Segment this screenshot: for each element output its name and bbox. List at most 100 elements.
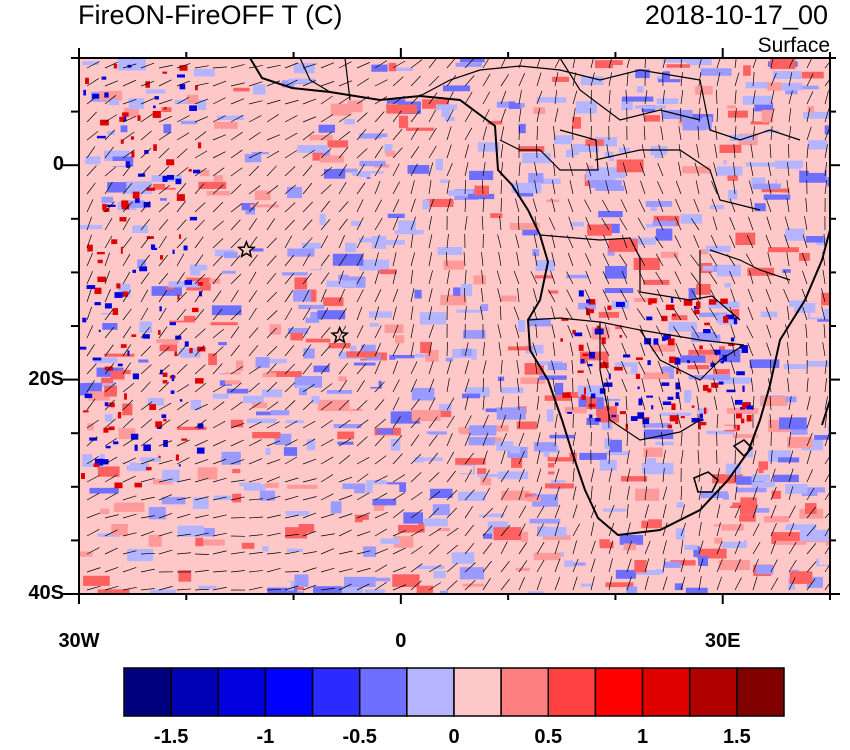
field-speckle [578, 344, 584, 351]
wind-barb [710, 343, 718, 357]
field-patch [373, 503, 386, 511]
wind-barb [212, 290, 222, 303]
wind-barb [320, 438, 334, 447]
field-speckle [588, 403, 596, 408]
wind-barb [532, 198, 538, 213]
field-speckle [113, 64, 118, 69]
wind-barb [497, 288, 502, 303]
field-speckle [733, 317, 738, 325]
wind-barb [752, 486, 758, 501]
colorbar-bin [594, 667, 644, 717]
wind-barb [590, 576, 595, 591]
field-patch [262, 358, 287, 364]
wind-barb [536, 505, 545, 519]
field-patch [642, 422, 671, 428]
wind-barb [320, 81, 335, 87]
field-patch [607, 366, 631, 375]
wind-barb [356, 325, 364, 339]
field-patch [411, 410, 441, 422]
wind-barb [212, 115, 226, 123]
field-patch [448, 190, 473, 196]
wind-barb [122, 438, 135, 447]
wind-barb [410, 342, 415, 357]
wind-barb [446, 360, 452, 375]
wind-barb [176, 219, 187, 231]
wind-barb [518, 542, 528, 555]
field-patch [317, 399, 350, 412]
field-patch [373, 239, 405, 245]
wind-barb [636, 308, 646, 321]
field-patch [501, 490, 530, 501]
wind-barb [248, 307, 257, 321]
wind-barb [765, 270, 772, 285]
field-patch [754, 102, 774, 112]
wind-barb [602, 343, 610, 357]
field-patch [298, 304, 325, 310]
star-marker [236, 239, 256, 259]
field-patch [507, 346, 533, 351]
field-speckle [720, 298, 728, 304]
wind-barb [621, 270, 628, 285]
wind-barb [788, 486, 794, 501]
wind-barb [734, 108, 737, 123]
field-speckle [595, 418, 601, 422]
wind-barb [230, 203, 243, 213]
wind-barb [428, 528, 441, 537]
wind-barb [266, 346, 278, 357]
field-patch [165, 181, 181, 188]
wind-barb [122, 201, 133, 213]
field-patch [206, 190, 231, 196]
field-speckle [674, 358, 681, 365]
wind-barb [621, 378, 628, 393]
field-speckle [578, 290, 584, 297]
wind-barb [176, 533, 191, 537]
wind-barb [752, 396, 755, 411]
wind-barb [338, 325, 347, 339]
field-patch [177, 426, 207, 431]
wind-barb [697, 414, 700, 429]
field-patch [384, 324, 404, 334]
wind-barb [320, 218, 331, 231]
wind-barb [194, 82, 209, 87]
wind-barb [626, 522, 631, 537]
wind-barb [674, 289, 682, 303]
wind-barb [693, 360, 700, 375]
wind-barb [356, 567, 371, 573]
wind-barb [601, 217, 610, 231]
wind-barb [194, 328, 206, 339]
wind-barb [248, 551, 263, 555]
field-patch [254, 190, 271, 201]
wind-barb [824, 162, 827, 177]
wind-barb [248, 516, 263, 519]
wind-barb [338, 438, 352, 447]
field-patch [422, 99, 449, 109]
field-speckle [92, 357, 102, 361]
field-patch [697, 408, 709, 413]
wind-barb [446, 126, 452, 141]
wind-barb [552, 378, 556, 393]
field-speckle [680, 416, 685, 419]
field-patch [683, 114, 714, 123]
wind-barb [284, 551, 299, 555]
field-patch [763, 516, 790, 523]
field-patch [261, 154, 285, 168]
field-patch [372, 498, 397, 506]
field-patch [606, 451, 629, 456]
wind-barb [659, 414, 664, 429]
wind-barb [499, 306, 502, 321]
wind-barb [428, 397, 436, 411]
wind-barb [806, 126, 812, 141]
field-patch [599, 459, 617, 471]
field-patch [117, 374, 144, 382]
border-line [594, 149, 761, 211]
field-speckle [177, 294, 180, 300]
field-speckle [179, 399, 183, 402]
wind-barb [446, 288, 450, 303]
field-speckle [698, 421, 707, 426]
wind-barb [392, 288, 399, 303]
wind-barb [302, 344, 312, 357]
field-speckle [619, 411, 627, 415]
field-patch [735, 232, 756, 246]
field-speckle [561, 318, 569, 321]
wind-barb [482, 342, 486, 357]
